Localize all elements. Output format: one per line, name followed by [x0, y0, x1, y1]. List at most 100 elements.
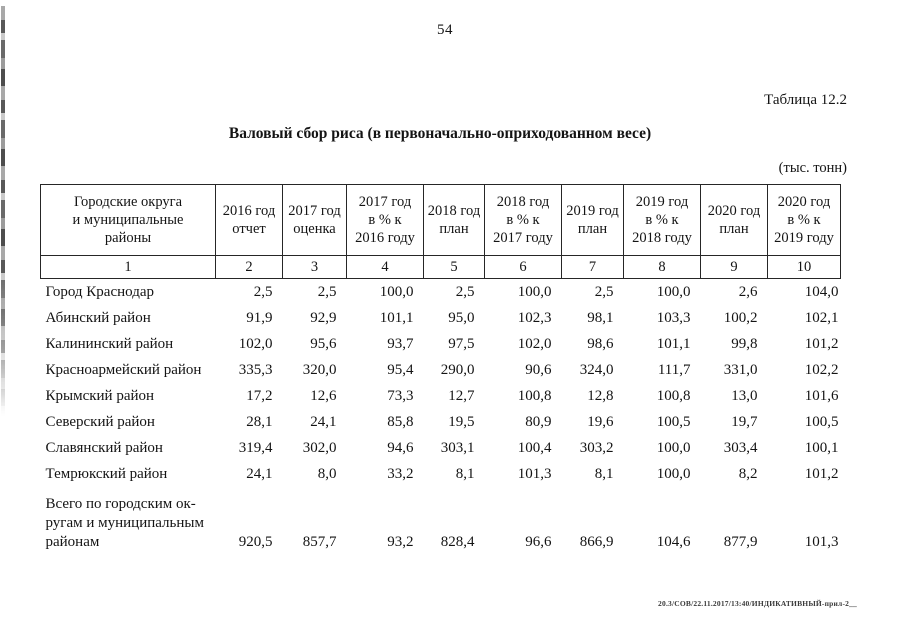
value-cell: 319,4 [238, 440, 273, 456]
header-cell-2017-pct: 2017 год в % к 2016 году [346, 184, 424, 256]
page-title: Валовый сбор риса (в первоначально-оприх… [228, 125, 652, 142]
value-cell: 2,5 [455, 284, 475, 300]
column-number: 4 [346, 255, 424, 279]
value-cell: 8,1 [594, 466, 614, 482]
value-cell: 24,1 [310, 414, 337, 430]
table-row: Город Краснодар 2,5 2,5 100,0 2,5 100,0 … [41, 279, 841, 306]
value-cell: 104,6 [656, 534, 691, 550]
value-cell: 98,6 [587, 336, 614, 352]
value-cell: 303,1 [440, 440, 475, 456]
value-cell: 100,0 [379, 284, 414, 300]
value-cell: 102,2 [804, 362, 839, 378]
table-row: Калининский район 102,0 95,6 93,7 97,5 1… [41, 331, 841, 357]
value-cell: 96,6 [525, 534, 552, 550]
value-cell: 100,0 [656, 284, 691, 300]
value-cell: 303,4 [723, 440, 758, 456]
total-row: Всего по городским ок- ругам и муниципал… [41, 487, 841, 555]
header-cell-2018-pct: 2018 год в % к 2017 году [484, 184, 562, 256]
value-cell: 97,5 [448, 336, 475, 352]
table-row: Славянский район 319,4 302,0 94,6 303,1 … [41, 435, 841, 461]
value-cell: 101,3 [517, 466, 552, 482]
value-cell: 828,4 [440, 534, 475, 550]
value-cell: 920,5 [238, 534, 273, 550]
value-cell: 95,6 [310, 336, 337, 352]
region-name-cell: Город Краснодар [45, 284, 155, 300]
table-row: Крымский район 17,2 12,6 73,3 12,7 100,8… [41, 383, 841, 409]
value-cell: 100,8 [656, 388, 691, 404]
table-row: Северский район 28,1 24,1 85,8 19,5 80,9… [41, 409, 841, 435]
value-cell: 100,0 [656, 466, 691, 482]
value-cell: 19,5 [448, 414, 475, 430]
region-name-cell: Красноармейский район [45, 362, 202, 378]
table-row: Красноармейский район 335,3 320,0 95,4 2… [41, 357, 841, 383]
value-cell: 19,6 [587, 414, 614, 430]
column-number: 7 [561, 255, 624, 279]
header-cell-2019-pct: 2019 год в % к 2018 году [623, 184, 701, 256]
value-cell: 99,8 [731, 336, 758, 352]
value-cell: 8,1 [455, 466, 475, 482]
header-cell-2016-report: 2016 год отчет [215, 184, 283, 256]
header-row: Городские округа и муниципальные районы … [40, 184, 841, 256]
header-cell-2018-plan: 2018 год план [423, 184, 485, 256]
column-number: 5 [423, 255, 485, 279]
total-name-cell: Всего по городским ок- ругам и муниципал… [45, 496, 204, 550]
value-cell: 95,4 [387, 362, 414, 378]
column-number: 10 [767, 255, 841, 279]
region-name-cell: Славянский район [45, 440, 163, 456]
column-number: 9 [700, 255, 768, 279]
value-cell: 302,0 [302, 440, 337, 456]
units-label: (тыс. тонн) [778, 160, 847, 176]
value-cell: 866,9 [579, 534, 614, 550]
value-cell: 101,3 [804, 534, 839, 550]
value-cell: 102,1 [804, 310, 839, 326]
value-cell: 2,6 [738, 284, 758, 300]
value-cell: 331,0 [723, 362, 758, 378]
column-number: 8 [623, 255, 701, 279]
value-cell: 100,5 [804, 414, 839, 430]
value-cell: 102,3 [517, 310, 552, 326]
value-cell: 17,2 [246, 388, 273, 404]
value-cell: 303,2 [579, 440, 614, 456]
value-cell: 877,9 [723, 534, 758, 550]
value-cell: 101,2 [804, 336, 839, 352]
footer-stamp: 20.3/СОВ/22.11.2017/13:40/ИНДИКАТИВНЫЙ-п… [658, 599, 857, 608]
value-cell: 8,2 [738, 466, 758, 482]
scan-edge-artifact [1, 6, 5, 416]
column-number: 6 [484, 255, 562, 279]
value-cell: 103,3 [656, 310, 691, 326]
value-cell: 12,6 [310, 388, 337, 404]
value-cell: 100,0 [656, 440, 691, 456]
value-cell: 100,1 [804, 440, 839, 456]
header-cell-2020-plan: 2020 год план [700, 184, 768, 256]
region-name-cell: Абинский район [45, 310, 151, 326]
column-number: 1 [40, 255, 216, 279]
value-cell: 90,6 [525, 362, 552, 378]
value-cell: 101,6 [804, 388, 839, 404]
value-cell: 73,3 [387, 388, 414, 404]
value-cell: 100,0 [517, 284, 552, 300]
value-cell: 324,0 [579, 362, 614, 378]
value-cell: 33,2 [387, 466, 414, 482]
value-cell: 2,5 [594, 284, 614, 300]
value-cell: 98,1 [587, 310, 614, 326]
value-cell: 102,0 [238, 336, 273, 352]
value-cell: 857,7 [302, 534, 337, 550]
value-cell: 93,2 [387, 534, 414, 550]
value-cell: 101,2 [804, 466, 839, 482]
value-cell: 320,0 [302, 362, 337, 378]
value-cell: 24,1 [246, 466, 273, 482]
value-cell: 100,4 [517, 440, 552, 456]
value-cell: 94,6 [387, 440, 414, 456]
value-cell: 13,0 [731, 388, 758, 404]
header-cell-2020-pct: 2020 год в % к 2019 году [767, 184, 841, 256]
value-cell: 12,8 [587, 388, 614, 404]
value-cell: 80,9 [525, 414, 552, 430]
region-name-cell: Крымский район [45, 388, 155, 404]
value-cell: 290,0 [440, 362, 475, 378]
value-cell: 101,1 [379, 310, 414, 326]
header-cell-2017-estimate: 2017 год оценка [282, 184, 347, 256]
value-cell: 335,3 [238, 362, 273, 378]
value-cell: 102,0 [517, 336, 552, 352]
value-cell: 2,5 [317, 284, 337, 300]
value-cell: 100,2 [723, 310, 758, 326]
